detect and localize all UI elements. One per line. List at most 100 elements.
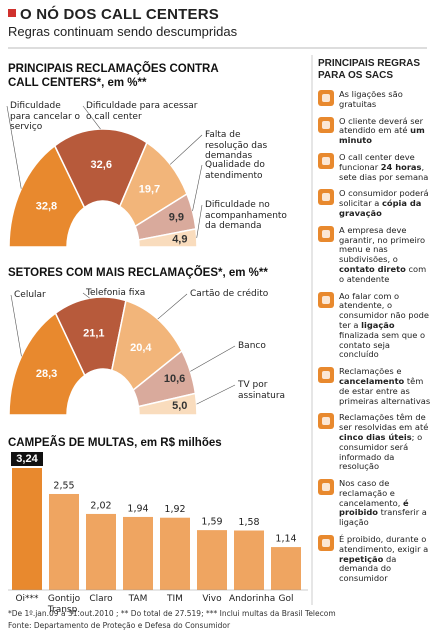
rule-text-part: O call center deve funcionar bbox=[339, 151, 415, 172]
segment-label: Celular bbox=[14, 290, 46, 300]
rule-text-bold: um minuto bbox=[339, 125, 425, 146]
rule-text-part: têm de estar entre as primeiras alternat… bbox=[339, 375, 431, 406]
value-label: 1,92 bbox=[164, 504, 185, 515]
value-label: 5,0 bbox=[172, 400, 187, 412]
segment-label: Falta de resolução das demandas bbox=[205, 130, 268, 161]
rule-text-part: Reclamações e bbox=[339, 366, 402, 377]
rule: Reclamações têm de ser resolvidas em até… bbox=[318, 412, 432, 472]
rule-text-part: transferir a ligação bbox=[339, 507, 427, 528]
x-tick-label: Vivo bbox=[202, 594, 222, 604]
bar bbox=[234, 530, 264, 590]
value-label: 10,6 bbox=[164, 373, 185, 385]
rule-text-part: ; o consumidor será informado da resoluç… bbox=[339, 431, 423, 472]
rule: A empresa deve garantir, no primeiro men… bbox=[318, 224, 432, 285]
x-tick-label: TAM bbox=[128, 594, 148, 604]
rule: As ligações são gratuitas bbox=[318, 89, 432, 110]
rules-panel: PRINCIPAIS REGRAS PARA OS SACS As ligaçõ… bbox=[318, 58, 432, 591]
rule-icon bbox=[318, 90, 334, 106]
rule: É proibido, durante o atendimento, exigi… bbox=[318, 534, 432, 584]
footnote: *De 1º.jan.09 a 31.out.2010 ; ** Do tota… bbox=[8, 609, 336, 618]
x-tick-label: Oi*** bbox=[15, 594, 39, 604]
rule-text-bold: ligação bbox=[361, 319, 395, 330]
segment-label: TV por assinatura bbox=[238, 380, 286, 401]
rule-text: Ao falar com o atendente, o consumidor n… bbox=[339, 291, 432, 361]
segment-label: Qualidade do atendimento bbox=[205, 160, 265, 181]
value-label: 1,59 bbox=[201, 517, 222, 528]
bar bbox=[271, 547, 301, 590]
rule-text: É proibido, durante o atendimento, exigi… bbox=[339, 534, 432, 584]
rule-text-part: É proibido, durante o atendimento, exigi… bbox=[339, 534, 429, 554]
rule-icon bbox=[318, 413, 334, 430]
leader-line bbox=[82, 292, 90, 299]
value-label: 2,02 bbox=[90, 500, 111, 511]
x-tick-label: TIM bbox=[167, 594, 183, 604]
value-label: 21,1 bbox=[83, 328, 104, 340]
segment-label: Banco bbox=[238, 341, 266, 351]
leader-line bbox=[169, 134, 203, 165]
rule-text-bold: cópia da gravação bbox=[339, 198, 422, 218]
rule: O call center deve funcionar 24 horas, s… bbox=[318, 151, 432, 182]
rule-text: O consumidor poderá solicitar a cópia da… bbox=[339, 189, 432, 218]
rule-text: O call center deve funcionar 24 horas, s… bbox=[339, 151, 432, 182]
chart-title: SETORES COM MAIS RECLAMAÇÕES*, em %** bbox=[8, 267, 268, 279]
leader-line bbox=[190, 345, 236, 372]
segment-label: Telefonia fixa bbox=[86, 288, 146, 298]
rule-icon bbox=[318, 116, 334, 133]
rule-icon bbox=[318, 535, 334, 552]
bar bbox=[86, 513, 116, 590]
rule: Nos caso de reclamação e cancelamento, é… bbox=[318, 478, 432, 528]
rule-icon bbox=[318, 291, 334, 308]
x-tick-label: Gontijo Transp. bbox=[47, 594, 81, 615]
rule-text-part: , sete dias por semana bbox=[339, 161, 429, 182]
rule-text-bold: 24 horas bbox=[380, 161, 422, 172]
rule-text-part: A empresa deve garantir, no primeiro men… bbox=[339, 224, 426, 265]
rule-text-part: com o atendente bbox=[339, 263, 427, 284]
rule-icon bbox=[318, 189, 334, 206]
chart-title: PRINCIPAIS RECLAMAÇÕES CONTRA CALL CENTE… bbox=[8, 63, 219, 89]
rule-text-part: da demanda do consumidor bbox=[339, 553, 397, 584]
donut-segment bbox=[137, 392, 198, 416]
value-label-box bbox=[11, 452, 43, 466]
value-label: 32,8 bbox=[36, 200, 57, 212]
bar bbox=[197, 530, 227, 590]
rule-icon bbox=[318, 367, 334, 384]
rule-text-bold: cancelamento bbox=[339, 375, 405, 386]
value-label: 19,7 bbox=[139, 184, 160, 196]
rule-text-part: As ligações são gratuitas bbox=[339, 89, 403, 109]
rule-text: As ligações são gratuitas bbox=[339, 89, 432, 110]
donut-segment bbox=[8, 312, 86, 416]
rule-text-bold: contato direto bbox=[339, 263, 406, 274]
donut-segment bbox=[53, 128, 148, 209]
rule-text-part: O consumidor poderá solicitar a bbox=[339, 188, 429, 209]
leader-line bbox=[10, 294, 22, 357]
value-label: 9,9 bbox=[169, 211, 184, 223]
rule-text: Nos caso de reclamação e cancelamento, é… bbox=[339, 478, 432, 528]
value-label: 28,3 bbox=[36, 368, 57, 380]
rule-text-bold: é proibido bbox=[339, 497, 409, 518]
donut-segment bbox=[8, 144, 86, 248]
rule-text-bold: repetição bbox=[339, 553, 384, 564]
segment-label: Cartão de crédito bbox=[190, 289, 269, 299]
rule-icon bbox=[318, 225, 334, 242]
value-label: 32,6 bbox=[91, 159, 112, 171]
value-label: 2,55 bbox=[53, 480, 74, 491]
bar bbox=[49, 493, 79, 590]
x-tick-label: Claro bbox=[89, 594, 113, 604]
value-label: 1,58 bbox=[238, 517, 259, 528]
leader-line bbox=[196, 384, 236, 405]
rule-icon bbox=[318, 152, 334, 169]
leader-line bbox=[192, 164, 203, 212]
rule-icon bbox=[318, 479, 334, 496]
rule-text-part: Reclamações têm de ser resolvidas em até bbox=[339, 412, 429, 433]
rule-text: Reclamações têm de ser resolvidas em até… bbox=[339, 412, 432, 472]
x-tick-label: Gol bbox=[278, 594, 294, 604]
leader-line bbox=[6, 105, 22, 189]
rule-text-bold: cinco dias úteis bbox=[339, 431, 412, 442]
leader-line bbox=[196, 204, 203, 238]
rule-text: Reclamações e cancelamento têm de estar … bbox=[339, 366, 432, 406]
bar bbox=[12, 468, 42, 590]
value-label: 3,24 bbox=[16, 453, 38, 465]
value-label: 1,14 bbox=[275, 534, 296, 545]
